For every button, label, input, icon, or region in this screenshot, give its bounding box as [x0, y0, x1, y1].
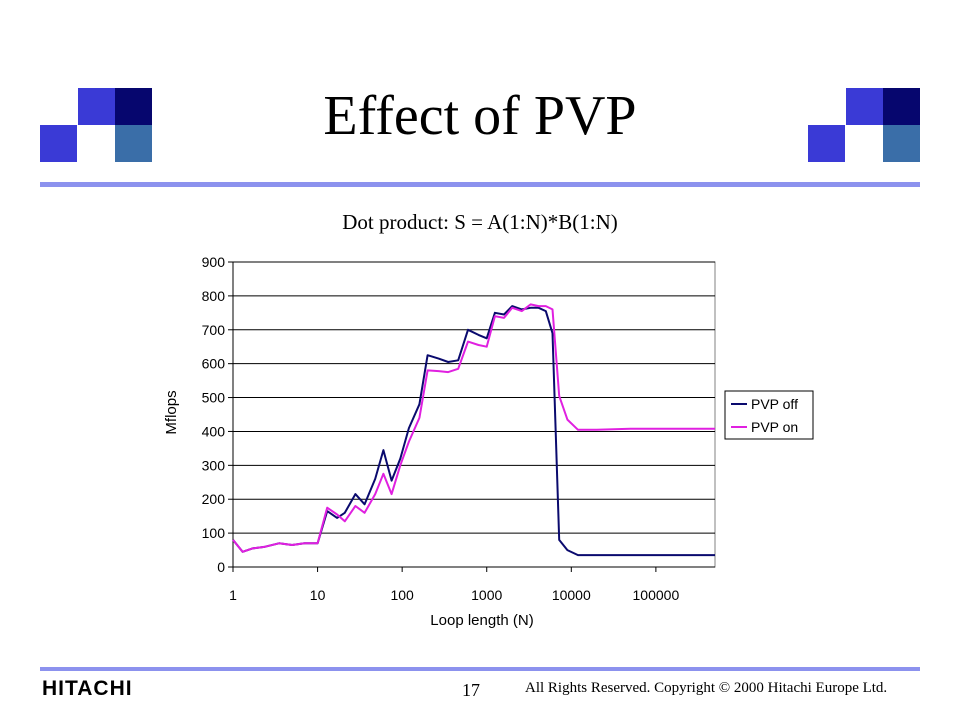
y-tick-label: 0	[217, 559, 225, 575]
deco-square	[883, 88, 920, 125]
slide-title: Effect of PVP	[323, 85, 637, 147]
y-axis-title: Mflops	[163, 390, 180, 434]
deco-square	[78, 88, 115, 125]
footer-rule	[40, 667, 920, 671]
page-number: 17	[462, 680, 480, 700]
deco-square	[115, 125, 152, 162]
deco-square	[40, 125, 77, 162]
y-tick-label: 500	[202, 390, 226, 406]
plot-area	[232, 261, 716, 568]
y-tick-label: 600	[202, 356, 226, 372]
legend-label: PVP off	[751, 396, 798, 412]
y-tick-label: 700	[202, 322, 226, 338]
x-tick-label: 1000	[471, 587, 502, 603]
deco-square	[808, 125, 845, 162]
x-tick-label: 10000	[552, 587, 591, 603]
y-tick-label: 100	[202, 525, 226, 541]
deco-square	[846, 88, 883, 125]
y-tick-label: 300	[202, 457, 226, 473]
corner-squares-right	[808, 88, 958, 198]
y-tick-label: 200	[202, 491, 226, 507]
x-tick-label: 100	[390, 587, 414, 603]
hitachi-logo: HITACHI	[42, 677, 133, 700]
x-tick-label: 1	[229, 587, 237, 603]
legend-box	[724, 390, 814, 440]
deco-square	[115, 88, 152, 125]
x-tick-label: 100000	[633, 587, 680, 603]
legend-label: PVP on	[751, 419, 798, 435]
x-axis-title: Loop length (N)	[430, 612, 533, 629]
y-tick-label: 800	[202, 288, 226, 304]
series-line-pvp-on	[232, 303, 715, 553]
corner-squares-left	[40, 88, 190, 198]
y-tick-label: 400	[202, 423, 226, 439]
x-tick-label: 10	[310, 587, 326, 603]
chart-subtitle: Dot product: S = A(1:N)*B(1:N)	[342, 210, 618, 234]
title-underline	[40, 182, 920, 187]
copyright-notice: All Rights Reserved. Copyright © 2000 Hi…	[525, 680, 888, 696]
deco-square	[883, 125, 920, 162]
y-tick-label: 900	[202, 254, 226, 270]
